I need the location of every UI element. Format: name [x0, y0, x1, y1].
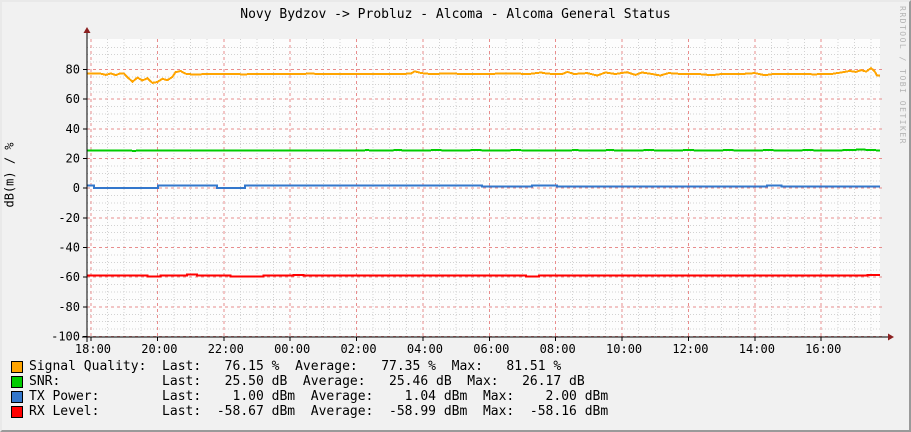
svg-text:16:00: 16:00 [805, 342, 841, 356]
svg-text:60: 60 [66, 92, 80, 106]
svg-text:18:00: 18:00 [75, 342, 111, 356]
svg-text:06:00: 06:00 [473, 342, 509, 356]
svg-text:-60: -60 [58, 270, 80, 284]
svg-text:14:00: 14:00 [739, 342, 775, 356]
legend-row-tx-power: TX Power: Last: 1.00 dBm Average: 1.04 d… [11, 389, 608, 404]
svg-text:20: 20 [66, 152, 80, 166]
legend-text-snr: SNR: Last: 25.50 dB Average: 25.46 dB Ma… [29, 374, 585, 389]
svg-text:10:00: 10:00 [606, 342, 642, 356]
legend-row-signal-quality: Signal Quality: Last: 76.15 % Average: 7… [11, 359, 608, 374]
graph-title: Novy Bydzov -> Probluz - Alcoma - Alcoma… [240, 7, 671, 22]
svg-text:00:00: 00:00 [274, 342, 310, 356]
rx-level-swatch-icon [11, 405, 23, 418]
legend: Signal Quality: Last: 76.15 % Average: 7… [11, 359, 608, 419]
svg-text:0: 0 [73, 181, 80, 195]
svg-text:04:00: 04:00 [407, 342, 443, 356]
legend-text-signal-quality: Signal Quality: Last: 76.15 % Average: 7… [29, 359, 562, 374]
snr-swatch-icon [11, 375, 23, 388]
svg-text:-80: -80 [58, 300, 80, 314]
svg-text:22:00: 22:00 [208, 342, 244, 356]
svg-text:-40: -40 [58, 241, 80, 255]
signal-quality-swatch-icon [11, 360, 23, 373]
svg-text:08:00: 08:00 [540, 342, 576, 356]
legend-text-rx-level: RX Level: Last: -58.67 dBm Average: -58.… [29, 404, 609, 419]
legend-text-tx-power: TX Power: Last: 1.00 dBm Average: 1.04 d… [29, 389, 609, 404]
svg-text:80: 80 [66, 63, 80, 77]
svg-text:-100: -100 [51, 330, 80, 344]
svg-text:02:00: 02:00 [340, 342, 376, 356]
svg-text:-20: -20 [58, 211, 80, 225]
svg-text:20:00: 20:00 [141, 342, 177, 356]
tx-power-swatch-icon [11, 390, 23, 403]
svg-text:40: 40 [66, 122, 80, 136]
legend-row-snr: SNR: Last: 25.50 dB Average: 25.46 dB Ma… [11, 374, 608, 389]
svg-text:12:00: 12:00 [672, 342, 708, 356]
legend-row-rx-level: RX Level: Last: -58.67 dBm Average: -58.… [11, 404, 608, 419]
rrdtool-watermark: RRDTOOL / TOBI OETIKER [898, 6, 907, 145]
